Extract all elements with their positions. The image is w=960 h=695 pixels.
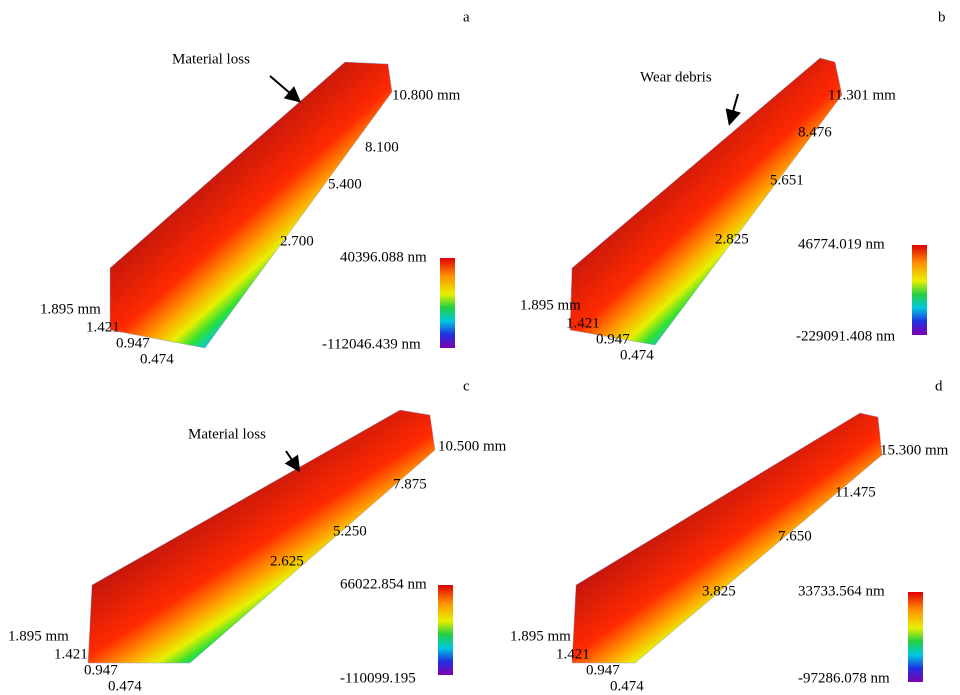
- width-tick-label: 1.895 mm: [520, 297, 581, 313]
- colorbar-min: -112046.439 nm: [322, 336, 421, 352]
- annotation: Material loss: [188, 426, 266, 442]
- length-tick-label: 2.625: [270, 553, 304, 569]
- colorbar-min: -110099.195: [340, 670, 416, 686]
- width-tick-label: 1.895 mm: [8, 628, 69, 644]
- width-tick-label: 1.895 mm: [40, 301, 101, 317]
- colorbar-max: 40396.088 nm: [340, 249, 427, 265]
- length-tick-label: 5.651: [770, 172, 804, 188]
- annotation: Material loss: [172, 51, 250, 67]
- panel-label: c: [463, 378, 470, 394]
- length-tick-label: 10.500 mm: [438, 438, 507, 454]
- colorbar: [438, 585, 453, 675]
- width-tick-label: 0.947: [596, 331, 630, 347]
- colorbar-min: -97286.078 nm: [798, 670, 890, 686]
- length-tick-label: 8.100: [365, 139, 399, 155]
- panel-label: d: [935, 378, 943, 394]
- annotation-arrow: [730, 94, 738, 122]
- length-tick-label: 7.650: [778, 528, 812, 544]
- width-tick-label: 0.474: [620, 347, 654, 363]
- length-tick-label: 5.250: [333, 523, 367, 539]
- length-tick-label: 2.825: [715, 231, 749, 247]
- width-tick-label: 1.421: [86, 319, 120, 335]
- annotation-arrow: [286, 451, 298, 469]
- colorbar-max: 66022.854 nm: [340, 576, 427, 592]
- colorbar: [440, 258, 455, 348]
- width-tick-label: 0.947: [586, 662, 620, 678]
- surface-profile: [572, 413, 882, 663]
- colorbar-max: 33733.564 nm: [798, 583, 885, 599]
- length-tick-label: 3.825: [702, 583, 736, 599]
- panel: b Wear debris 11.301 mm 8.476 5.651 2.825 1.89…: [520, 9, 946, 363]
- panel-label: a: [463, 9, 470, 25]
- colorbar: [908, 592, 923, 682]
- width-tick-label: 0.474: [108, 678, 142, 694]
- width-tick-label: 1.895 mm: [510, 628, 571, 644]
- panel: c Material loss 10.500 mm 7.875 5.250 2.625 1.…: [8, 378, 507, 694]
- width-tick-label: 0.474: [140, 351, 174, 367]
- colorbar-max: 46774.019 nm: [798, 236, 885, 252]
- length-tick-label: 8.476: [798, 124, 832, 140]
- length-tick-label: 11.301 mm: [828, 87, 896, 103]
- length-tick-label: 7.875: [393, 476, 427, 492]
- length-tick-label: 5.400: [328, 176, 362, 192]
- width-tick-label: 0.947: [116, 335, 150, 351]
- length-tick-label: 11.475: [835, 484, 876, 500]
- annotation-arrow: [270, 76, 298, 100]
- width-tick-label: 0.474: [610, 678, 644, 694]
- length-tick-label: 2.700: [280, 233, 314, 249]
- length-tick-label: 15.300 mm: [880, 442, 949, 458]
- colorbar: [912, 245, 927, 335]
- width-tick-label: 1.421: [566, 315, 600, 331]
- width-tick-label: 0.947: [84, 662, 118, 678]
- surface-profile: [570, 58, 842, 345]
- surface-profile: [88, 410, 435, 663]
- annotation: Wear debris: [640, 69, 712, 85]
- panel: a Material loss 10.800 mm 8.100 5.400 2.700 1.…: [40, 9, 470, 367]
- panel-label: b: [938, 9, 946, 25]
- colorbar-min: -229091.408 nm: [796, 328, 895, 344]
- width-tick-label: 1.421: [54, 646, 88, 662]
- length-tick-label: 10.800 mm: [392, 87, 461, 103]
- width-tick-label: 1.421: [556, 646, 590, 662]
- surface-profile: [110, 62, 392, 348]
- figure: a Material loss 10.800 mm 8.100 5.400 2.700 1.…: [0, 0, 960, 695]
